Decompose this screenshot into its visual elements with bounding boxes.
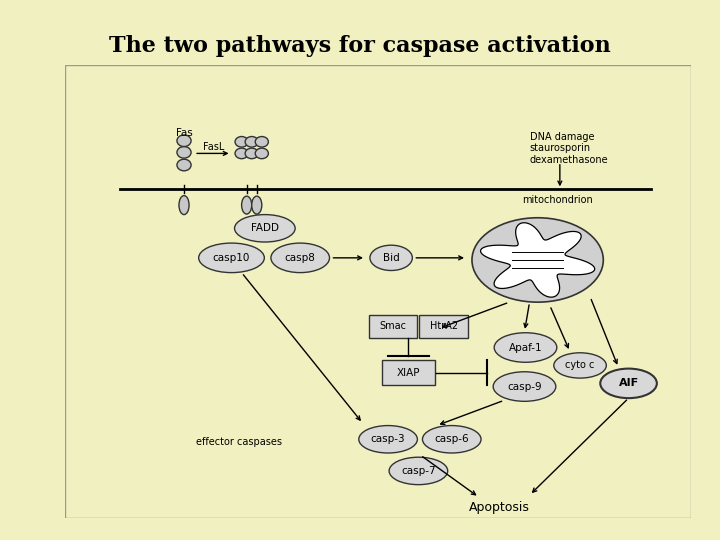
Text: casp-7: casp-7	[401, 466, 436, 476]
Ellipse shape	[242, 196, 252, 214]
Text: mitochondrion: mitochondrion	[523, 195, 593, 205]
Ellipse shape	[252, 196, 262, 214]
Ellipse shape	[494, 333, 557, 362]
Ellipse shape	[472, 218, 603, 302]
Text: DNA damage: DNA damage	[529, 132, 594, 141]
Ellipse shape	[245, 148, 258, 159]
Text: Smac: Smac	[379, 321, 407, 332]
Text: The two pathways for caspase activation: The two pathways for caspase activation	[109, 35, 611, 57]
Ellipse shape	[235, 137, 248, 147]
Text: cyto c: cyto c	[565, 360, 595, 370]
Ellipse shape	[256, 148, 269, 159]
Ellipse shape	[235, 214, 295, 242]
Ellipse shape	[271, 243, 330, 273]
Text: FasL: FasL	[202, 142, 224, 152]
Text: XIAP: XIAP	[397, 368, 420, 378]
Text: Apaf-1: Apaf-1	[509, 342, 542, 353]
Text: AIF: AIF	[618, 379, 639, 388]
Text: dexamethasone: dexamethasone	[529, 155, 608, 165]
Ellipse shape	[600, 369, 657, 398]
Text: casp-9: casp-9	[507, 382, 542, 392]
Ellipse shape	[177, 146, 191, 158]
Ellipse shape	[389, 457, 448, 484]
Text: Apoptosis: Apoptosis	[469, 501, 530, 515]
Ellipse shape	[235, 148, 248, 159]
Ellipse shape	[554, 353, 606, 378]
Text: effector caspases: effector caspases	[196, 437, 282, 448]
Ellipse shape	[177, 135, 191, 146]
Text: Bid: Bid	[383, 253, 400, 263]
Text: casp8: casp8	[285, 253, 315, 263]
Text: staurosporin: staurosporin	[529, 143, 590, 153]
Ellipse shape	[370, 245, 413, 271]
Bar	[382, 360, 435, 386]
Ellipse shape	[423, 426, 481, 453]
Ellipse shape	[493, 372, 556, 401]
Ellipse shape	[199, 243, 264, 273]
Ellipse shape	[177, 159, 191, 171]
Polygon shape	[480, 222, 595, 297]
Text: casp-6: casp-6	[434, 434, 469, 444]
Ellipse shape	[256, 137, 269, 147]
Text: casp-3: casp-3	[371, 434, 405, 444]
Ellipse shape	[359, 426, 418, 453]
Bar	[369, 315, 418, 338]
Text: FADD: FADD	[251, 224, 279, 233]
Ellipse shape	[245, 137, 258, 147]
Text: Fas: Fas	[176, 129, 193, 138]
Text: casp10: casp10	[213, 253, 250, 263]
Text: HtrA2: HtrA2	[430, 321, 458, 332]
Bar	[420, 315, 468, 338]
Ellipse shape	[179, 195, 189, 214]
